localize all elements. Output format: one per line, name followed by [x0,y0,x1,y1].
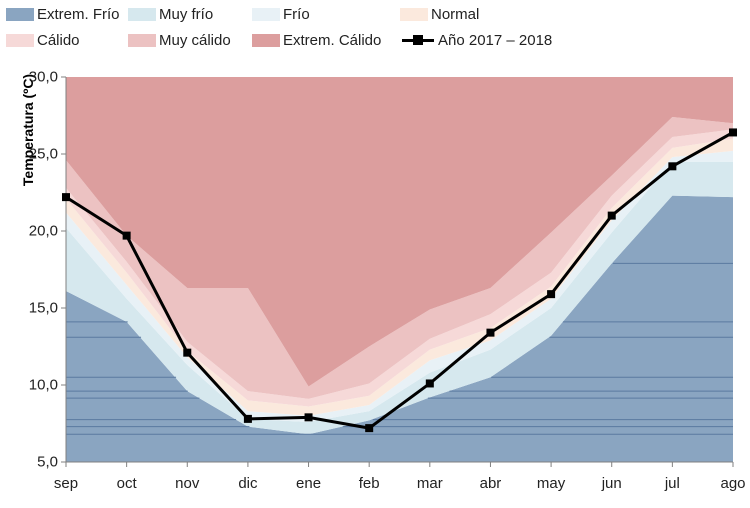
legend-swatch [252,7,280,21]
y-tick-label: 25,0 [28,145,58,163]
legend-label: Frío [283,5,310,23]
legend-label: Extrem. Cálido [283,31,382,49]
legend-line-marker-icon [402,33,434,47]
data-point-marker [607,211,616,220]
climate-bands [66,77,733,462]
legend-item-extrem-calido: Extrem. Cálido [252,29,381,51]
band-stripes [66,262,733,435]
legend-item-calido: Cálido [6,29,80,51]
legend-swatch [400,7,428,21]
data-point-marker [122,231,131,240]
data-point-marker [304,413,313,422]
data-point-marker [243,414,252,423]
data-point-marker [668,162,677,171]
legend-label: Extrem. Frío [37,5,120,23]
data-point-marker [729,128,737,137]
data-point-marker [425,379,434,388]
band-area-1 [66,161,733,435]
legend-item-series: Año 2017 – 2018 [402,29,552,51]
band-area-5 [66,117,733,399]
x-tick-label: ene [296,475,322,492]
data-point-marker [547,290,556,299]
legend-label: Muy cálido [159,31,231,49]
y-tick-label: 15,0 [28,299,58,317]
legend-label: Cálido [37,31,80,49]
x-tick-label: feb [358,475,380,492]
x-tick-label: oct [116,475,137,492]
y-axis-label: Temperatura (ºC) [20,73,36,187]
data-point-marker [62,193,70,202]
band-area-0 [66,195,733,462]
legend-item-muy-calido: Muy cálido [128,29,231,51]
y-tick-label: 30,0 [28,68,58,86]
legend-swatch [128,33,156,47]
x-tick-label: sep [53,475,79,492]
axes [61,76,734,467]
series-line-0 [65,131,734,430]
data-series [62,128,737,433]
y-tick-label: 20,0 [28,222,58,240]
legend-item-normal: Normal [400,3,479,25]
x-tick-label: may [536,475,566,492]
band-area-6 [66,77,733,387]
legend-label: Año 2017 – 2018 [438,31,553,49]
legend-swatch [252,33,280,47]
legend-item-frio: Frío [252,3,310,25]
x-tick-label: dic [238,475,258,492]
data-point-marker [486,328,495,337]
legend-swatch [6,7,34,21]
legend-label: Normal [431,5,480,23]
legend: Extrem. Frío Muy frío Frío Normal Cálido… [0,0,750,56]
legend-swatch [6,33,34,47]
data-point-marker [183,348,192,357]
x-tick-label: jul [664,475,680,492]
x-tick-label: ago [720,475,746,492]
legend-swatch [128,7,156,21]
x-tick-label: mar [416,475,443,492]
x-tick-label: abr [479,475,502,492]
legend-label: Muy frío [159,5,214,23]
legend-item-muy-frio: Muy frío [128,3,213,25]
x-tick-label: jun [601,475,622,492]
y-tick-label: 5,0 [37,453,58,471]
y-tick-label: 10,0 [28,376,58,394]
data-point-marker [365,424,374,433]
legend-item-extrem-frio: Extrem. Frío [6,3,120,25]
x-tick-label: nov [175,475,200,492]
